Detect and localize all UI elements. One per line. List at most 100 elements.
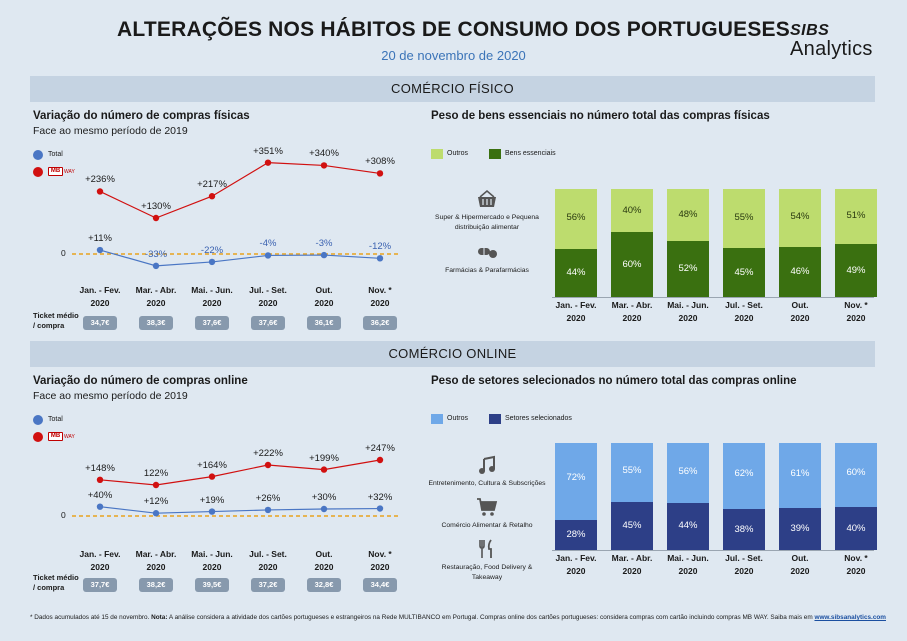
bar-main-4 [779,508,821,550]
bar-label-main-1: 60% [622,258,642,270]
x-tick-label-3: Jul. - Set. 2020 [233,548,303,574]
bar-main-3 [723,248,765,297]
mb-way-label: WAY [64,434,75,440]
x-tick-label-0: Jan. - Fev. 2020 [65,548,135,574]
data-label-mbway-0: +236% [85,174,115,186]
x-tick-line2: 2020 [370,562,390,572]
point-mbway-4 [320,162,328,169]
point-mbway-5 [376,170,384,177]
x-tick-line1: Jan. - Fev. [555,300,597,310]
ticket-medio-badge-3: 37,6€ [251,316,285,330]
bar-label-outros-3: 55% [734,211,754,223]
x-tick-label-0: Jan. - Fev. 2020 [541,299,611,325]
ticket-medio-label: Ticket médio / compra [33,311,79,331]
data-label-mbway-2: +164% [197,459,227,471]
x-tick-label-0: Jan. - Fev. 2020 [541,552,611,578]
data-label-mbway-4: +199% [309,452,339,464]
bar-main-5 [835,507,877,550]
x-tick-line1: Jul. - Set. [249,549,287,559]
x-tick-label-5: Nov. * 2020 [821,299,891,325]
bar-label-outros-0: 72% [566,472,586,484]
data-label-mbway-1: 122% [143,468,169,479]
ticket-label-line1: Ticket médio [33,311,79,320]
x-tick-line1: Jan. - Fev. [79,549,121,559]
x-tick-label-1: Mar. - Abr. 2020 [597,552,667,578]
x-tick-line1: Mai. - Jun. [667,553,709,563]
ticket-medio-badge-5: 34,4€ [363,578,397,592]
x-tick-line1: Jan. - Fev. [555,553,597,563]
x-tick-label-4: Out. 2020 [765,552,835,578]
bar-label-outros-5: 51% [846,209,866,221]
legend-mbway-marker [33,432,43,442]
point-total-4 [320,505,328,513]
x-tick-line1: Mar. - Abr. [611,300,653,310]
bar-label-main-4: 39% [790,523,810,535]
legend-main-label: Bens essenciais [505,150,556,157]
data-label-total-1: +12% [143,496,169,508]
basket-icon [476,189,498,209]
x-tick-line2: 2020 [314,298,334,308]
ticket-label-line2: / compra [33,321,65,330]
ticket-label-line2: / compra [33,583,65,592]
data-label-mbway-5: +308% [365,156,395,168]
x-tick-label-3: Jul. - Set. 2020 [709,552,779,578]
series-line-total [99,249,381,267]
bar-label-outros-5: 60% [846,467,866,479]
data-label-total-4: +30% [311,492,337,503]
x-tick-line2: 2020 [678,313,698,323]
side-category-label-1: Farmácias & Parafarmácias [445,267,529,274]
x-tick-line2: 2020 [90,562,110,572]
x-tick-label-1: Mar. - Abr. 2020 [121,548,191,574]
bar-main-5 [835,244,877,297]
bar-label-main-0: 28% [566,529,586,541]
bar-label-main-4: 46% [790,266,810,278]
x-tick-line1: Mai. - Jun. [191,549,233,559]
x-tick-line1: Nov. * [844,553,868,563]
chart-subtitle: Face ao mesmo período de 2019 [33,125,188,137]
data-label-total-5: -12% [368,241,392,253]
x-tick-label-3: Jul. - Set. 2020 [233,284,303,310]
ticket-medio-badge-3: 37,2€ [251,578,285,592]
point-total-3 [264,506,272,514]
bar-outros-2 [667,189,709,241]
bar-label-outros-0: 56% [566,211,586,223]
x-tick-line2: 2020 [734,566,754,576]
legend-total-marker [33,415,43,425]
legend-main-label: Setores selecionados [505,415,572,422]
point-mbway-1 [152,214,160,222]
x-axis-line [552,297,874,298]
cutlery-icon [476,539,498,559]
bar-label-outros-2: 56% [678,465,698,477]
x-tick-line1: Mar. - Abr. [135,549,177,559]
point-total-1 [152,510,160,517]
x-tick-label-4: Out. 2020 [765,299,835,325]
x-tick-line1: Mai. - Jun. [667,300,709,310]
ticket-medio-badge-5: 36,2€ [363,316,397,330]
x-tick-line2: 2020 [90,298,110,308]
footer-note-text: A análise considera a atividade dos cart… [167,614,815,621]
footer-text: * Dados acumulados até 15 de novembro. [30,614,152,621]
x-tick-line1: Jan. - Fev. [79,285,121,295]
bar-outros-3 [723,189,765,249]
ticket-medio-badge-2: 39,5€ [195,578,229,592]
x-tick-line2: 2020 [202,562,222,572]
point-mbway-0 [96,476,104,483]
legend-main-marker [489,149,501,159]
zero-tick-label: 0 [61,510,66,520]
bar-outros-4 [779,189,821,248]
bar-main-4 [779,247,821,297]
x-tick-label-5: Nov. * 2020 [345,548,415,574]
legend-total-marker [33,150,43,160]
side-category-label-0: Entretenimento, Cultura & Subscrições [428,480,546,487]
point-total-2 [208,258,216,266]
x-axis-line [552,550,874,551]
x-tick-label-3: Jul. - Set. 2020 [709,299,779,325]
legend-outros-marker [431,149,443,159]
data-label-mbway-1: +130% [141,201,171,212]
footer-link[interactable]: www.sibsanalytics.com [814,614,886,621]
bar-label-main-2: 52% [678,262,698,274]
series-line-total [99,506,381,514]
point-mbway-5 [376,456,384,464]
